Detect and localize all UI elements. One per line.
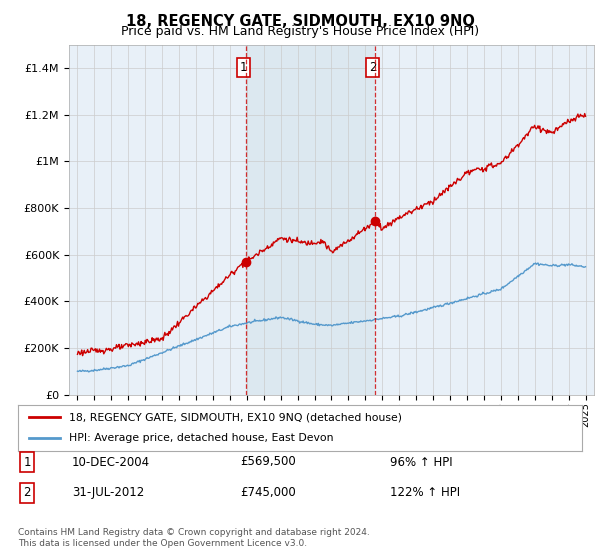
Text: 10-DEC-2004: 10-DEC-2004 [72, 455, 150, 469]
Text: £569,500: £569,500 [240, 455, 296, 469]
Text: 1: 1 [23, 455, 31, 469]
Bar [246, 45, 375, 395]
Text: 1: 1 [239, 61, 247, 74]
Text: Price paid vs. HM Land Registry's House Price Index (HPI): Price paid vs. HM Land Registry's House … [121, 25, 479, 38]
Text: 96% ↑ HPI: 96% ↑ HPI [390, 455, 452, 469]
Text: 18, REGENCY GATE, SIDMOUTH, EX10 9NQ: 18, REGENCY GATE, SIDMOUTH, EX10 9NQ [125, 14, 475, 29]
Text: Contains HM Land Registry data © Crown copyright and database right 2024.
This d: Contains HM Land Registry data © Crown c… [18, 528, 370, 548]
Text: 2: 2 [23, 486, 31, 500]
Text: HPI: Average price, detached house, East Devon: HPI: Average price, detached house, East… [69, 433, 333, 444]
Text: 2: 2 [369, 61, 376, 74]
Text: 122% ↑ HPI: 122% ↑ HPI [390, 486, 460, 500]
Text: 18, REGENCY GATE, SIDMOUTH, EX10 9NQ (detached house): 18, REGENCY GATE, SIDMOUTH, EX10 9NQ (de… [69, 412, 402, 422]
Text: £745,000: £745,000 [240, 486, 296, 500]
Text: 31-JUL-2012: 31-JUL-2012 [72, 486, 144, 500]
